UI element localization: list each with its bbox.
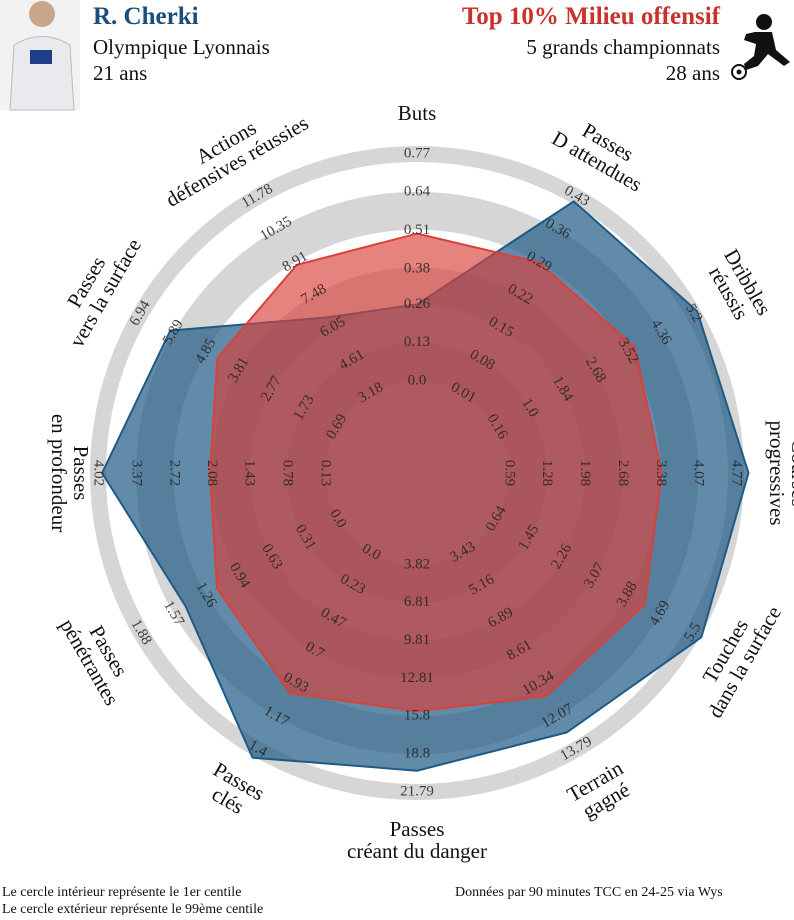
player-name: R. Cherki: [93, 3, 199, 30]
tick-label: 3.38: [653, 460, 669, 486]
tick-label: 0.78: [280, 460, 296, 486]
tick-label: 0.77: [404, 145, 431, 161]
tick-label: 15.8: [404, 708, 430, 724]
comparison-name: Top 10% Milieu offensif: [462, 3, 721, 30]
footer-note: Le cercle extérieur représente le 99ème …: [2, 902, 263, 915]
axis-label-text: Buts: [398, 101, 437, 125]
axis-label-line: Courses: [787, 439, 794, 507]
axis-label-line: Buts: [398, 101, 437, 125]
tick-label: 2.72: [166, 460, 182, 486]
axis-label-text: Passesclés: [198, 757, 268, 824]
footer-note: Le cercle intérieur représente le 1er ce…: [2, 885, 241, 900]
comparison-age: 28 ans: [666, 61, 720, 85]
axis-label-line: progressives: [765, 421, 789, 526]
axis-label: Passes créant du danger: [347, 817, 487, 863]
tick-label: 0.38: [404, 260, 430, 276]
tick-label: 0.13: [318, 460, 334, 486]
axis-label-text: Passesen profondeur: [47, 414, 93, 532]
tick-label: 1.43: [242, 460, 258, 486]
tick-label: 0.64: [404, 184, 431, 200]
axis-label-text: Terraingagné: [563, 756, 639, 826]
axis-label: Passesclés: [198, 757, 269, 824]
axis-label-line: en profondeur: [47, 414, 71, 532]
axis-label-text: Coursesprogressives: [765, 421, 794, 526]
tick-label: 1.28: [539, 460, 555, 486]
tick-label: 1.98: [577, 460, 593, 486]
tick-label: 4.77: [729, 460, 745, 487]
tick-label: 0.59: [502, 460, 518, 486]
axis-label-text: Dribblesréussis: [700, 245, 776, 331]
tick-label: 4.07: [691, 460, 707, 487]
player-icon: [731, 14, 790, 80]
player-photo: [0, 0, 80, 111]
tick-label: 21.79: [400, 783, 434, 799]
tick-label: 6.81: [404, 594, 430, 610]
axis-label-text: Passes créant du danger: [347, 817, 487, 863]
tick-label: 2.68: [615, 460, 631, 486]
tick-label: 3.37: [128, 460, 144, 487]
comparison-scope: 5 grands championnats: [526, 35, 720, 59]
axis-label-line: Passes: [390, 817, 445, 841]
tick-label: 3.82: [404, 556, 430, 572]
player-club: Olympique Lyonnais: [93, 35, 270, 59]
tick-label: 0.13: [404, 334, 430, 350]
player-age: 21 ans: [93, 61, 147, 85]
axis-label-line: Passes: [69, 446, 93, 501]
radar: 0.00.130.260.380.510.640.770.010.080.150…: [47, 101, 794, 863]
footer-source: Données par 90 minutes TCC en 24-25 via …: [455, 885, 723, 900]
tick-label: 0.26: [404, 296, 431, 312]
axis-label: Passesen profondeur: [47, 414, 93, 532]
tick-label: 12.81: [400, 670, 434, 686]
axis-label-line: créant du danger: [347, 839, 487, 863]
axis-label: Terraingagné: [563, 756, 639, 826]
axis-label: Coursesprogressives: [765, 421, 794, 526]
tick-label: 18.8: [404, 746, 430, 762]
axis-label: Dribblesréussis: [700, 245, 776, 331]
series-area: [208, 232, 663, 713]
tick-label: 0.51: [404, 222, 430, 238]
tick-label: 9.81: [404, 632, 430, 648]
tick-label: 2.08: [204, 460, 220, 486]
tick-label: 0.0: [408, 372, 427, 388]
tick-label: 4.02: [91, 460, 107, 486]
axis-label: Buts: [398, 101, 437, 125]
